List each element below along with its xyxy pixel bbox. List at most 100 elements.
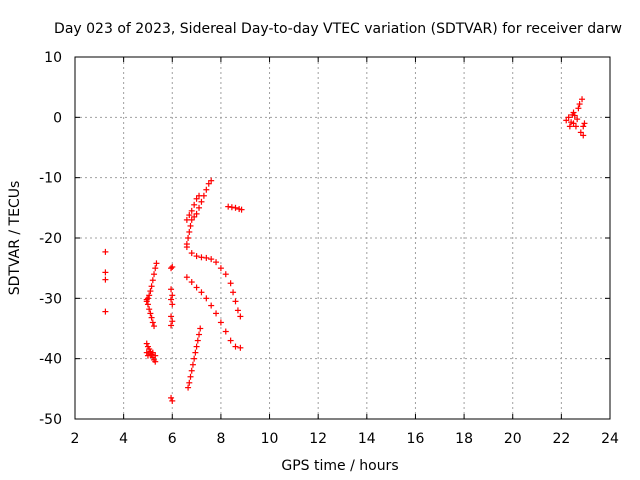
data-point <box>187 222 194 229</box>
chart-title: Day 023 of 2023, Sidereal Day-to-day VTE… <box>54 21 622 37</box>
data-point <box>188 279 195 286</box>
data-point <box>185 235 192 241</box>
data-point <box>193 284 200 291</box>
data-point <box>232 204 239 211</box>
data-point <box>213 259 220 266</box>
x-tick-label: 8 <box>216 431 225 447</box>
data-point <box>196 204 203 211</box>
data-point <box>197 325 204 332</box>
data-point <box>208 302 215 309</box>
data-point <box>168 296 175 303</box>
x-tick-label: 4 <box>119 431 128 447</box>
y-axis-ticks: 10 0 -10 -20 -30 -40 -50 <box>39 50 610 428</box>
data-point <box>217 319 224 326</box>
data-point <box>580 123 587 130</box>
data-point <box>222 271 229 278</box>
data-point <box>189 361 196 368</box>
data-points <box>102 96 588 404</box>
data-point <box>191 201 198 208</box>
data-point <box>234 307 241 314</box>
data-point <box>188 250 195 257</box>
data-point <box>147 288 154 295</box>
data-point <box>198 198 205 205</box>
data-point <box>196 192 203 199</box>
data-point <box>574 116 581 123</box>
data-point <box>193 253 200 260</box>
x-tick-label: 10 <box>261 431 279 447</box>
y-tick-label: -50 <box>39 412 62 428</box>
y-tick-label: -20 <box>39 231 62 247</box>
data-point <box>152 358 159 365</box>
data-point <box>192 349 199 356</box>
data-point <box>208 256 215 263</box>
y-axis-label: SDTVAR / TECUs <box>7 181 23 296</box>
data-point <box>151 271 158 278</box>
data-point <box>570 120 577 127</box>
data-point <box>225 203 232 210</box>
data-point <box>146 306 153 313</box>
data-point <box>193 343 200 350</box>
data-point <box>228 204 235 211</box>
data-point <box>565 114 572 121</box>
data-point <box>102 308 109 315</box>
x-tick-label: 16 <box>407 431 425 447</box>
data-point <box>143 298 150 305</box>
data-point <box>168 313 175 320</box>
data-point <box>168 394 175 401</box>
data-point <box>208 177 215 184</box>
data-point <box>186 212 193 219</box>
y-tick-label: -10 <box>39 171 62 187</box>
data-point <box>102 269 109 276</box>
data-point <box>196 331 203 338</box>
data-point <box>576 101 583 108</box>
data-point <box>227 280 234 287</box>
data-point <box>222 328 229 335</box>
data-point <box>183 274 190 281</box>
data-point <box>193 210 200 217</box>
x-tick-label: 20 <box>504 431 522 447</box>
data-point <box>152 352 159 359</box>
data-point <box>168 322 175 329</box>
data-point <box>151 323 158 330</box>
data-point <box>237 344 244 351</box>
data-point <box>571 112 578 119</box>
data-point <box>149 319 156 326</box>
data-point <box>572 123 579 130</box>
x-tick-label: 22 <box>552 431 570 447</box>
data-point <box>144 295 151 302</box>
data-point <box>185 384 192 391</box>
data-point <box>193 195 200 202</box>
data-point <box>577 129 584 136</box>
data-point <box>168 265 175 272</box>
data-point <box>205 180 212 187</box>
data-point <box>144 301 151 308</box>
data-point <box>146 292 153 299</box>
data-point <box>563 117 570 124</box>
x-tick-label: 12 <box>309 431 327 447</box>
data-point <box>232 298 239 305</box>
data-point <box>230 289 237 296</box>
data-point <box>570 109 577 116</box>
data-point <box>213 310 220 317</box>
data-point <box>186 379 193 386</box>
data-point <box>203 186 210 193</box>
data-point <box>148 314 155 321</box>
data-point <box>580 132 587 139</box>
data-point <box>227 337 234 344</box>
y-tick-label: -40 <box>39 352 62 368</box>
y-tick-label: 0 <box>53 110 62 126</box>
x-axis-ticks: 2 4 6 8 10 12 14 16 18 20 22 24 <box>71 57 619 447</box>
data-point <box>102 248 109 255</box>
data-point <box>237 313 244 320</box>
data-point <box>102 276 109 283</box>
data-point <box>168 286 175 293</box>
data-point <box>579 96 586 103</box>
data-point <box>169 301 176 308</box>
data-point <box>183 216 190 223</box>
data-point <box>203 254 210 261</box>
y-tick-label: -30 <box>39 291 62 307</box>
data-point <box>198 254 205 261</box>
data-point <box>203 295 210 302</box>
